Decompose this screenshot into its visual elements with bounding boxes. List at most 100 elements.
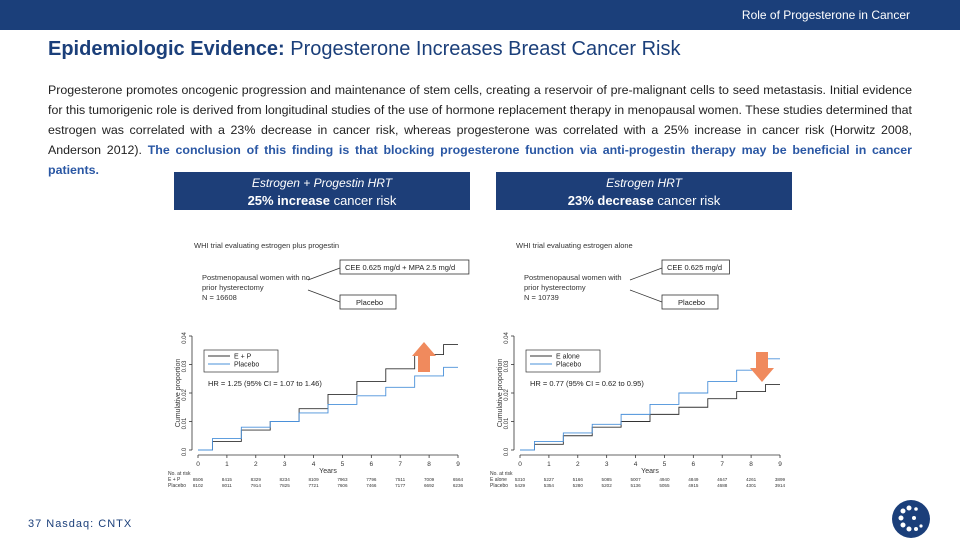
e-hrt-box: Estrogen HRT 23% decrease cancer risk xyxy=(496,172,792,210)
page-title-bold: Epidemiologic Evidence: xyxy=(48,38,285,60)
e-alone-at-risk-header: No. at risk xyxy=(490,471,513,477)
e-alone-hr-text: HR = 0.77 (95% CI = 0.62 to 0.95) xyxy=(530,379,644,388)
body-paragraph: Progesterone promotes oncogenic progress… xyxy=(48,80,912,180)
ep-arm-box xyxy=(339,259,470,275)
e-alone-at-risk-value: 5202 xyxy=(602,483,613,488)
e-alone-at-risk-value: 4261 xyxy=(746,477,757,482)
ep-at-risk-value: 7177 xyxy=(395,483,406,488)
e-alone-population-line: Postmenopausal women with xyxy=(524,273,622,282)
e-alone-legend-label: E alone xyxy=(556,354,580,361)
e-alone-placebo-label: Placebo xyxy=(678,298,705,307)
ep-at-risk-value: 8329 xyxy=(251,477,262,482)
footer: 37 Nasdaq: CNTX xyxy=(28,518,132,530)
ep-at-risk-value: 8506 xyxy=(193,477,204,482)
e-alone-y-tick-label: 0.0 xyxy=(504,447,510,456)
e-alone-at-risk-value: 5166 xyxy=(573,477,584,482)
e-alone-at-risk-value: 4647 xyxy=(717,477,728,482)
ep-at-risk-header: No. at risk xyxy=(168,471,191,477)
ep-trial-chart: WHI trial evaluating estrogen plus proge… xyxy=(168,241,470,489)
ep-placebo-box xyxy=(339,294,397,310)
ep-at-risk-value: 8234 xyxy=(280,477,291,482)
ep-y-tick-label: 0.01 xyxy=(182,417,188,429)
ep-placebo-label: Placebo xyxy=(356,298,383,307)
e-alone-at-risk-value: 5429 xyxy=(515,483,526,488)
e-alone-x-axis-label: Years xyxy=(641,468,659,475)
section-title: Role of Progesterone in Cancer xyxy=(741,8,910,22)
e-alone-at-risk-value: 4688 xyxy=(717,483,728,488)
ep-y-tick-label: 0.0 xyxy=(182,447,188,456)
ep-at-risk-value: 7466 xyxy=(366,483,377,488)
e-alone-population-line: prior hysterectomy xyxy=(524,283,586,292)
body-paragraph-emphasis: The conclusion of this finding is that b… xyxy=(48,143,912,177)
e-alone-at-risk-value: 5280 xyxy=(573,483,584,488)
e-alone-x-tick-label: 1 xyxy=(547,461,551,468)
ep-hrt-box-result-bold: 25% increase xyxy=(247,193,330,208)
e-alone-at-risk-value: 4940 xyxy=(659,477,670,482)
e-alone-arm-box xyxy=(661,259,730,275)
ep-at-risk-value: 6236 xyxy=(453,483,464,488)
ep-legend-label: Placebo xyxy=(234,362,259,369)
ep-hrt-box: Estrogen + Progestin HRT 25% increase ca… xyxy=(174,172,470,210)
e-alone-y-axis-label: Cumulative proportion xyxy=(497,359,504,428)
e-alone-y-tick-label: 0.01 xyxy=(504,417,510,429)
ep-x-tick-label: 0 xyxy=(196,461,200,468)
ep-at-risk-value: 7914 xyxy=(251,483,262,488)
ep-trial-figure: WHI trial evaluating estrogen plus proge… xyxy=(160,232,480,492)
ep-x-tick-label: 1 xyxy=(225,461,229,468)
ep-trial-title: WHI trial evaluating estrogen plus proge… xyxy=(194,241,339,250)
ep-x-tick-label: 4 xyxy=(312,461,316,468)
e-alone-at-risk-value: 5227 xyxy=(544,477,555,482)
e-alone-trial-chart: WHI trial evaluating estrogen alone Postm… xyxy=(490,241,786,489)
ep-at-risk-value: 6692 xyxy=(424,483,435,488)
e-alone-placebo-box xyxy=(661,294,719,310)
ep-at-risk-value: 7825 xyxy=(280,483,291,488)
e-alone-at-risk-value: 4915 xyxy=(688,483,699,488)
page-title: Epidemiologic Evidence: Progesterone Inc… xyxy=(48,38,680,61)
e-alone-x-tick-label: 2 xyxy=(576,461,580,468)
ep-arm-label: CEE 0.625 mg/d + MPA 2.5 mg/d xyxy=(345,263,455,272)
body-paragraph-text: Progesterone promotes oncogenic progress… xyxy=(48,83,912,157)
e-alone-x-tick-label: 9 xyxy=(778,461,782,468)
e-alone-schema-connector xyxy=(629,289,663,303)
e-alone-at-risk-value: 3899 xyxy=(775,477,786,482)
ep-x-axis-label: Years xyxy=(319,468,337,475)
e-alone-at-risk-value: 5136 xyxy=(630,483,641,488)
dotted-circle-logo-icon xyxy=(892,500,930,538)
ep-y-tick-label: 0.03 xyxy=(182,360,188,372)
e-alone-x-tick-label: 6 xyxy=(692,461,696,468)
ep-at-risk-value: 7511 xyxy=(395,477,405,482)
e-alone-at-risk-value: 4849 xyxy=(688,477,699,482)
e-alone-y-tick-label: 0.02 xyxy=(504,389,510,401)
ep-y-axis-label: Cumulative proportion xyxy=(175,359,182,428)
top-bar: Role of Progesterone in Cancer xyxy=(0,0,960,30)
e-hrt-box-title: Estrogen HRT xyxy=(606,176,682,190)
page-number: 37 xyxy=(28,518,43,530)
e-alone-at-risk-value: 5310 xyxy=(515,477,526,482)
logo-dots xyxy=(898,505,923,532)
ep-hrt-box-result-rest: cancer risk xyxy=(329,193,397,208)
e-alone-x-tick-label: 5 xyxy=(663,461,667,468)
e-alone-at-risk-value: 5055 xyxy=(659,483,670,488)
e-alone-series-line-placebo xyxy=(520,358,780,451)
e-alone-y-tick-label: 0.04 xyxy=(504,332,510,344)
e-alone-legend-label: Placebo xyxy=(556,362,581,369)
e-alone-trial-title: WHI trial evaluating estrogen alone xyxy=(516,241,633,250)
e-alone-at-risk-value: 4301 xyxy=(746,483,757,488)
ep-x-tick-label: 9 xyxy=(456,461,460,468)
ep-at-risk-value: 8102 xyxy=(193,483,204,488)
ep-series-line-placebo xyxy=(198,366,458,451)
e-alone-schema-connector xyxy=(629,267,663,281)
e-alone-at-risk-value: 3914 xyxy=(775,483,786,488)
ep-legend-label: E + P xyxy=(234,354,252,361)
ep-hrt-box-title: Estrogen + Progestin HRT xyxy=(251,176,393,190)
e-hrt-box-result-bold: 23% decrease xyxy=(567,193,654,208)
ep-at-risk-value: 8109 xyxy=(308,477,319,482)
ep-x-tick-label: 3 xyxy=(283,461,287,468)
ep-arrow-up-icon xyxy=(412,342,436,372)
ep-at-risk-row-label: Placebo xyxy=(168,483,186,489)
ep-schema-connector xyxy=(307,289,341,303)
ep-x-tick-label: 2 xyxy=(254,461,258,468)
ep-hrt-box-result: 25% increase cancer risk xyxy=(174,193,470,208)
e-alone-series-line-treatment xyxy=(520,384,780,451)
ep-x-tick-label: 7 xyxy=(398,461,402,468)
